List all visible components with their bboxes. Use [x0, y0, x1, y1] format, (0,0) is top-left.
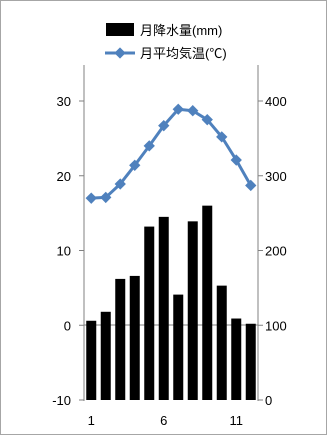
right-axis-tick-label: 200 — [265, 244, 287, 259]
precipitation-bar — [144, 226, 155, 400]
right-axis-ticks: 400 300 200 100 0 — [258, 94, 287, 408]
precipitation-bar — [100, 311, 111, 400]
x-axis-tick-label: 11 — [230, 413, 244, 428]
right-axis-tick-label: 300 — [265, 169, 287, 184]
precipitation-bar — [129, 275, 140, 400]
temperature-line — [91, 107, 253, 200]
precipitation-bar — [202, 205, 213, 400]
legend-label-precipitation: 月降水量(mm) — [140, 23, 222, 38]
temperature-point — [143, 140, 155, 152]
legend-diamond-marker — [114, 47, 126, 59]
precipitation-bar — [173, 294, 184, 400]
legend-label-temperature: 月平均気温(℃) — [140, 46, 227, 61]
precipitation-bar — [245, 323, 256, 400]
precipitation-bars — [86, 205, 256, 400]
right-axis-tick-label: 400 — [265, 94, 287, 109]
precipitation-bar — [158, 216, 169, 400]
right-axis-tick-label: 100 — [265, 318, 287, 333]
legend: 月降水量(mm) 月平均気温(℃) — [105, 23, 227, 61]
x-axis-tick-label: 1 — [88, 413, 95, 428]
legend-bar-swatch — [106, 23, 134, 36]
precipitation-bar — [86, 320, 97, 400]
left-axis-tick-label: 20 — [57, 169, 71, 184]
precipitation-bar — [231, 318, 242, 400]
left-axis-tick-label: -10 — [52, 393, 71, 408]
temperature-point — [245, 179, 257, 192]
temperature-point — [216, 131, 228, 143]
precipitation-bar — [115, 278, 126, 400]
precipitation-bar — [216, 285, 227, 400]
right-axis-tick-label: 0 — [265, 393, 272, 408]
x-axis-ticks: 1 6 11 — [88, 413, 243, 428]
temperature-point — [85, 192, 97, 204]
x-axis-tick-label: 6 — [160, 413, 167, 428]
temperature-point — [230, 154, 242, 166]
precipitation-bar — [187, 221, 198, 400]
left-axis-tick-label: 10 — [57, 244, 71, 259]
temperature-point — [129, 159, 141, 171]
left-axis-tick-label: 0 — [64, 318, 71, 333]
temperature-series — [85, 103, 257, 204]
left-axis-ticks: 30 20 10 0 -10 — [52, 94, 84, 408]
left-axis-tick-label: 30 — [57, 94, 71, 109]
